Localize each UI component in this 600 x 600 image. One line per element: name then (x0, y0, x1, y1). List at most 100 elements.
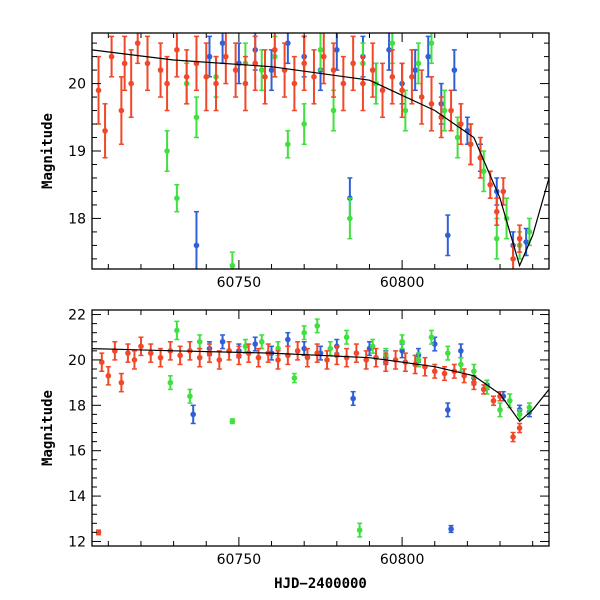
series-2 (95, 33, 523, 269)
y-tick-label: 22 (68, 308, 86, 324)
data-point (493, 235, 500, 242)
data-point (458, 121, 464, 127)
data-point (226, 348, 232, 354)
data-point (389, 40, 396, 46)
data-point (356, 527, 363, 533)
data-point (164, 148, 170, 154)
data-point (285, 40, 291, 46)
data-point (301, 60, 307, 67)
y-tick-label: 12 (68, 534, 86, 550)
data-point (125, 350, 131, 356)
data-point (327, 345, 334, 352)
data-point (458, 348, 464, 354)
data-point (95, 87, 102, 94)
data-point (412, 67, 418, 73)
data-point (490, 397, 497, 404)
data-point (350, 395, 356, 402)
data-point (301, 345, 307, 352)
data-point (193, 114, 200, 121)
data-point (236, 352, 242, 359)
data-point (193, 242, 200, 249)
data-point (454, 134, 461, 141)
data-point (138, 343, 144, 350)
data-point (399, 338, 405, 345)
data-point (399, 87, 405, 94)
data-point (507, 397, 513, 404)
data-point (347, 215, 353, 222)
data-point (167, 379, 174, 386)
data-point (382, 359, 389, 365)
series-0 (190, 331, 533, 534)
data-point (291, 375, 298, 381)
data-point (190, 411, 196, 418)
data-point (219, 338, 226, 345)
top-panel: 60750 60800 18 19 20 Magnitude (40, 32, 550, 291)
data-point (128, 80, 134, 87)
data-point (118, 107, 125, 114)
data-point (275, 345, 281, 352)
x-tick-label: 60750 (217, 275, 262, 291)
data-point (334, 352, 340, 359)
series-1 (164, 33, 533, 269)
y-axis-title: Magnitude (40, 113, 56, 189)
data-point (428, 40, 435, 46)
data-point (223, 53, 229, 60)
data-point (418, 94, 425, 100)
data-point (402, 107, 409, 114)
data-point (409, 74, 415, 80)
data-point (258, 67, 265, 73)
data-point (445, 407, 451, 413)
data-point (102, 127, 108, 134)
data-point (144, 60, 151, 67)
data-point (360, 80, 366, 87)
data-point (262, 74, 268, 80)
data-point (510, 434, 516, 440)
data-point (340, 80, 347, 87)
data-point (213, 80, 219, 87)
data-point (330, 67, 337, 73)
data-point (304, 354, 311, 361)
data-point (500, 188, 507, 195)
model-curve (92, 348, 549, 423)
data-point (203, 74, 210, 80)
data-point (294, 348, 301, 354)
data-point (252, 60, 259, 67)
data-point (526, 404, 533, 411)
data-point (448, 107, 454, 114)
data-point (187, 393, 193, 400)
y-tick-label: 20 (68, 77, 86, 93)
data-point (415, 60, 422, 67)
data-point (363, 357, 370, 363)
x-tick-label: 60800 (380, 552, 425, 568)
data-point (242, 80, 249, 87)
data-point (320, 53, 327, 60)
data-point (516, 425, 523, 431)
data-point (285, 336, 291, 343)
y-tick-label: 14 (68, 489, 86, 505)
data-point (350, 60, 356, 67)
data-point (317, 47, 324, 53)
data-point (285, 141, 291, 148)
data-point (275, 357, 281, 363)
data-point (236, 60, 242, 67)
data-point (330, 107, 337, 114)
data-point (324, 357, 330, 363)
data-point (369, 343, 376, 350)
data-point (314, 350, 321, 356)
y-tick-label: 18 (68, 211, 86, 227)
series-2 (95, 336, 523, 536)
plot-area (92, 33, 549, 269)
data-point (379, 87, 386, 94)
data-point (497, 393, 503, 400)
data-point (448, 526, 454, 532)
data-point (399, 348, 405, 354)
data-point (118, 379, 125, 386)
data-point (242, 343, 249, 350)
y-tick-label: 19 (68, 144, 86, 160)
data-point (206, 53, 213, 60)
model-curve (92, 49, 549, 268)
data-point (268, 67, 275, 73)
data-point (526, 229, 533, 235)
data-point (487, 181, 494, 188)
data-point (510, 256, 516, 262)
